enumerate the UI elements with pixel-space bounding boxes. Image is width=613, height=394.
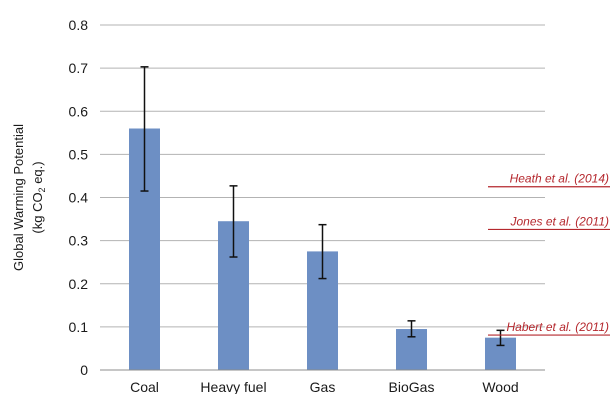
- reference-label: Heath et al. (2014): [510, 172, 609, 186]
- axes: 0 0.1 0.2 0.3 0.4 0.5 0.6 0.7 0.8 Coal Heavy fuel G…: [69, 17, 545, 394]
- y-tick-label: 0.5: [69, 146, 89, 162]
- x-tick-label: Heavy fuel: [200, 379, 266, 394]
- y-axis-title-line1: Global Warming Potential: [11, 124, 26, 271]
- x-tick-label: BioGas: [389, 379, 435, 394]
- y-tick-label: 0.1: [69, 319, 89, 335]
- y-tick-label: 0.6: [69, 103, 89, 119]
- x-tick-label: Coal: [130, 379, 159, 394]
- y-tick-label: 0.4: [69, 190, 89, 206]
- x-tick-label: Wood: [482, 379, 518, 394]
- y-tick-label: 0: [80, 362, 88, 378]
- reference-lines: Heath et al. (2014) Jones et al. (2011) Ha…: [488, 172, 610, 336]
- y-tick-label: 0.3: [69, 233, 89, 249]
- error-bars: [140, 66, 505, 347]
- bars: [129, 128, 516, 370]
- y-tick-label: 0.2: [69, 276, 89, 292]
- y-tick-label: 0.8: [69, 17, 89, 33]
- reference-label: Habert et al. (2011): [507, 320, 610, 334]
- x-tick-label: Gas: [310, 379, 336, 394]
- reference-label: Jones et al. (2011): [509, 214, 609, 228]
- y-tick-label: 0.7: [69, 60, 89, 76]
- y-axis-title-line2: (kg CO2 eq.): [30, 161, 47, 233]
